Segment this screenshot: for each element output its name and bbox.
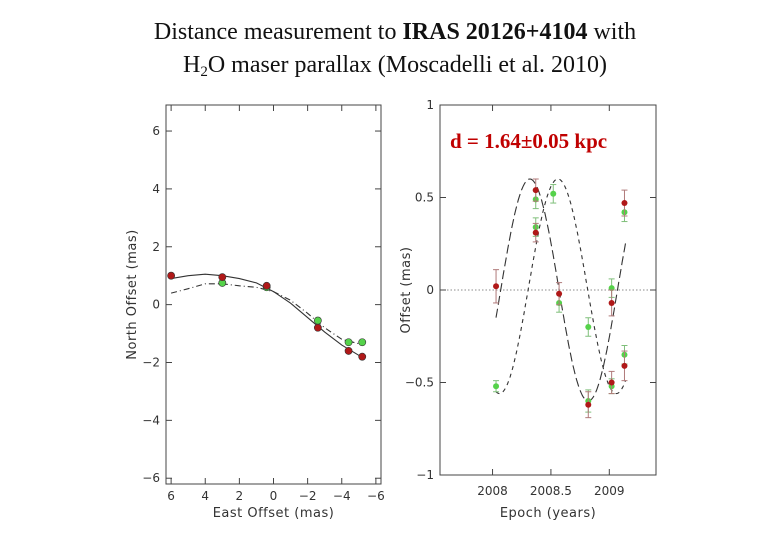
left-ytick-label: −6 [142,471,160,485]
right-model-curve-dash [495,178,627,395]
right-green-point [493,383,500,390]
right-xtick-label: 2008.5 [530,484,572,498]
left-green-point [358,338,367,347]
right-xtick-label: 2009 [594,484,625,498]
title-line-1: Distance measurement to IRAS 20126+4104 … [0,16,780,49]
left-green-point [313,316,322,325]
right-red-point [621,200,628,207]
right-ytick-label: −1 [416,468,434,482]
left-model-curve-dashdot [170,283,363,345]
right-ytick-label: 1 [426,98,434,112]
left-xtick-label: 4 [201,489,209,503]
left-yaxis-label: North Offset (mas) [125,229,140,359]
right-ytick-label: −0.5 [405,376,434,390]
right-ytick-label: 0 [426,283,434,297]
left-xtick-label: 0 [270,489,278,503]
title-suffix: with [587,19,637,45]
left-xaxis-label: East Offset (mas) [213,506,335,521]
left-xtick-label: 6 [167,489,175,503]
distance-annotation: d = 1.64±0.05 kpc [450,129,608,153]
left-ytick-label: 2 [152,240,160,254]
right-xaxis-label: Epoch (years) [500,506,596,521]
left-ytick-label: −4 [142,413,160,427]
title-rest: O maser parallax (Moscadelli et al. 2010… [207,52,608,78]
right-ytick-label: 0.5 [415,191,434,205]
title-line-2: H2O maser parallax (Moscadelli et al. 20… [0,49,780,82]
right-green-point [585,324,592,330]
right-red-point [532,229,539,236]
right-red-point [585,401,592,408]
right-red-point [608,379,615,386]
left-xtick-label: 2 [236,489,244,503]
title-prefix: Distance measurement to [153,19,403,45]
title-h: H [182,52,201,78]
right-red-point [621,362,628,369]
left-red-point [262,281,271,290]
left-red-point [358,352,367,361]
right-red-point [556,290,563,297]
left-green-point [344,338,353,347]
left-xtick-label: −4 [333,489,351,503]
left-ytick-label: 4 [152,182,160,196]
left-ytick-label: 0 [152,298,160,312]
left-xtick-label: −6 [367,489,385,503]
right-red-point [608,299,615,306]
left-red-point [344,347,353,355]
left-ytick-label: −2 [142,355,160,369]
left-ytick-label: 6 [152,124,160,138]
title-subscript: 2 [200,64,208,80]
right-red-point [532,187,539,194]
left-xtick-label: −2 [299,489,317,503]
slide-title: Distance measurement to IRAS 20126+4104 … [0,16,780,82]
left-red-point [167,271,176,280]
right-red-point [493,283,500,290]
right-yaxis-label: Offset (mas) [399,247,414,334]
title-source-name: IRAS 20126+4104 [402,19,588,45]
left-plot-frame [165,104,382,485]
right-green-point [550,190,557,197]
right-model-curve-longdash [495,178,627,402]
left-red-point [218,273,227,282]
right-xtick-label: 2008 [477,484,508,498]
left-red-point [313,323,322,332]
